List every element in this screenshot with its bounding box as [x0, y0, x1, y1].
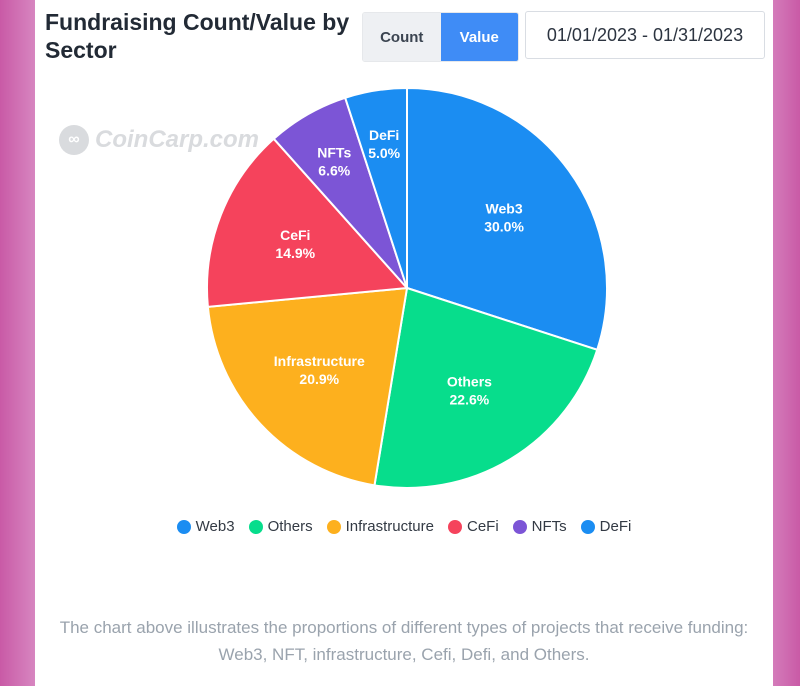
slice-value-defi: 5.0% — [368, 145, 400, 161]
chart-legend: Web3 Others Infrastructure CeFi NFTs DeFi — [35, 518, 773, 535]
legend-item-cefi[interactable]: CeFi — [447, 518, 499, 535]
legend-dot-icon — [326, 519, 341, 534]
coincarp-logo-icon: ∞ — [59, 125, 89, 155]
legend-dot-icon — [248, 519, 263, 534]
legend-item-infrastructure[interactable]: Infrastructure — [326, 518, 434, 535]
value-button[interactable]: Value — [440, 13, 518, 61]
slice-value-web3: 30.0% — [484, 218, 524, 234]
slice-value-nfts: 6.6% — [318, 162, 350, 178]
count-value-toggle: Count Value — [362, 12, 519, 62]
legend-item-others[interactable]: Others — [248, 518, 313, 535]
legend-label: Web3 — [195, 518, 235, 535]
legend-label: NFTs — [531, 518, 567, 535]
watermark-text: CoinCarp.com — [95, 126, 260, 153]
slice-label-defi: DeFi — [369, 127, 399, 143]
legend-label: Others — [267, 518, 313, 535]
legend-label: CeFi — [466, 518, 499, 535]
legend-dot-icon — [176, 519, 191, 534]
pie-slice-web3[interactable] — [406, 86, 608, 352]
pie-slice-others[interactable] — [373, 286, 599, 489]
chart-caption: The chart above illustrates the proporti… — [59, 618, 749, 664]
slice-value-cefi: 14.9% — [275, 245, 315, 261]
slice-label-web3: Web3 — [486, 200, 523, 216]
legend-dot-icon — [447, 519, 462, 534]
legend-label: DeFi — [599, 518, 632, 535]
slice-label-infrastructure: Infrastructure — [274, 353, 365, 369]
legend-item-web3[interactable]: Web3 — [176, 518, 235, 535]
slice-label-nfts: NFTs — [317, 144, 351, 160]
chart-title: Fundraising Count/Value by Sector — [45, 9, 350, 63]
legend-item-defi[interactable]: DeFi — [580, 518, 632, 535]
legend-item-nfts[interactable]: NFTs — [512, 518, 567, 535]
pie-slice-infrastructure[interactable] — [206, 286, 409, 487]
slice-label-cefi: CeFi — [280, 227, 310, 243]
slice-value-infrastructure: 20.9% — [299, 371, 339, 387]
legend-dot-icon — [512, 519, 527, 534]
slice-label-others: Others — [447, 374, 492, 390]
legend-dot-icon — [580, 519, 595, 534]
date-range-picker[interactable]: 01/01/2023 - 01/31/2023 — [525, 11, 765, 59]
pie-slice-defi[interactable] — [343, 86, 408, 289]
chart-card: Fundraising Count/Value by Sector Count … — [35, 0, 773, 686]
count-button[interactable]: Count — [363, 13, 441, 61]
pie-slice-cefi[interactable] — [206, 137, 410, 308]
legend-label: Infrastructure — [345, 518, 434, 535]
watermark: ∞ CoinCarp.com — [59, 125, 259, 155]
slice-value-others: 22.6% — [450, 392, 490, 408]
pie-chart: Web3 30.0% Others 22.6% Infrastructure 20.9% C… — [206, 86, 608, 489]
